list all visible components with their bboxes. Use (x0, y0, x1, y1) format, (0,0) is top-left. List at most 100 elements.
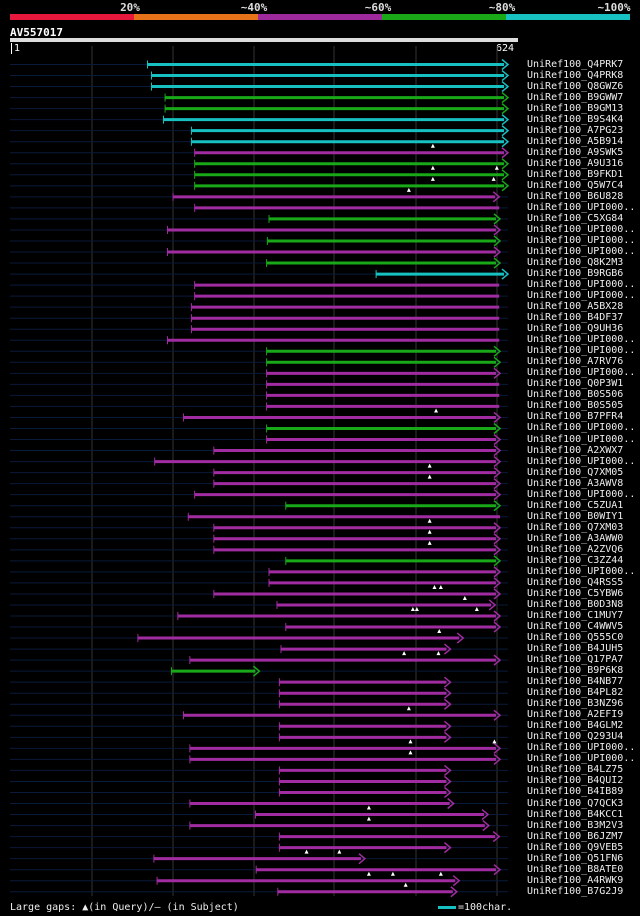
hit-label[interactable]: UniRef100_UPI000.. (527, 246, 636, 257)
hit-label[interactable]: UniRef100_A5B914 (527, 135, 624, 147)
hit-label[interactable]: UniRef100_Q9UH36 (527, 323, 624, 335)
hit-label[interactable]: UniRef100_B4KCC1 (527, 808, 624, 820)
hit-label[interactable]: UniRef100_B4IB89 (527, 786, 624, 798)
hit-label[interactable]: UniRef100_B4LZ75 (527, 764, 624, 776)
hit-arrow (493, 577, 502, 589)
hit-label[interactable]: UniRef100_UPI000.. (527, 565, 636, 577)
hit-label[interactable]: UniRef100_C4WWV5 (527, 621, 624, 633)
hit-label[interactable]: UniRef100_UPI000.. (527, 334, 636, 346)
hit-label[interactable]: UniRef100_Q17PA7 (527, 654, 624, 666)
hit-label[interactable]: UniRef100_UPI000.. (527, 223, 636, 235)
hit-label[interactable]: UniRef100_UPI000.. (527, 455, 636, 467)
hit-label[interactable]: UniRef100_B4DF37 (527, 312, 624, 324)
hit-label[interactable]: UniRef100_A7PG23 (527, 124, 624, 136)
hit-label[interactable]: UniRef100_UPI000.. (527, 367, 636, 379)
hit-label[interactable]: UniRef100_B9RGB6 (527, 268, 624, 280)
hit-arrow (452, 875, 461, 887)
hit-label[interactable]: UniRef100_Q4PRK7 (527, 58, 624, 70)
query-gap-marker (492, 739, 497, 744)
query-gap-marker (438, 871, 443, 876)
hit-label[interactable]: UniRef100_B4QUI2 (527, 775, 624, 787)
hit-label[interactable]: UniRef100_UPI000.. (527, 279, 636, 291)
hit-label[interactable]: UniRef100_UPI000.. (527, 345, 636, 357)
hit-label[interactable]: UniRef100_UPI000.. (527, 422, 636, 434)
hit-label[interactable]: UniRef100_B0D3N8 (527, 598, 624, 610)
hit-label[interactable]: UniRef100_UPI000.. (527, 234, 636, 246)
hit-label[interactable]: UniRef100_A4RWK9 (527, 874, 624, 886)
hit-label[interactable]: UniRef100_B9GWW7 (527, 91, 624, 103)
hit-label[interactable]: UniRef100_B7G2J9 (527, 885, 624, 897)
hit-label[interactable]: UniRef100_C3ZZ44 (527, 554, 624, 566)
hit-arrow (501, 125, 510, 137)
hit-label[interactable]: UniRef100_B4GLM2 (527, 720, 624, 732)
hit-label[interactable]: UniRef100_A3AWW0 (527, 532, 624, 544)
hit-arrow (501, 136, 510, 148)
hit-arrow (443, 775, 452, 788)
hit-label[interactable]: UniRef100_B0WIY1 (527, 510, 624, 522)
hit-label[interactable]: UniRef100_Q5W7C4 (527, 179, 624, 191)
hit-label[interactable]: UniRef100_A7RV76 (527, 356, 624, 368)
query-gap-marker (436, 651, 441, 656)
hit-arrow (493, 345, 502, 357)
hit-label[interactable]: UniRef100_C5ZUA1 (527, 499, 624, 511)
hit-label[interactable]: UniRef100_B3M2V3 (527, 819, 624, 831)
hit-label[interactable]: UniRef100_A2XWX7 (527, 444, 624, 456)
hit-label[interactable]: UniRef100_B4NB77 (527, 676, 624, 688)
hit-label[interactable]: UniRef100_UPI000.. (527, 753, 636, 765)
hit-arrow (493, 588, 502, 600)
hit-label[interactable]: UniRef100_B0S505 (527, 400, 624, 412)
hit-label[interactable]: UniRef100_Q7XM03 (527, 521, 624, 533)
hit-label[interactable]: UniRef100_Q293U4 (527, 731, 624, 743)
hit-label[interactable]: UniRef100_B3NZ96 (527, 698, 624, 710)
query-gap-marker (406, 706, 411, 711)
hit-arrow (443, 720, 452, 732)
hit-label[interactable]: UniRef100_B9FKD1 (527, 168, 624, 180)
hit-label[interactable]: UniRef100_Q8K2M3 (527, 257, 624, 269)
identity-scale-label: ~60% (364, 1, 392, 14)
query-gap-marker (408, 750, 413, 755)
hit-label[interactable]: UniRef100_C1MUY7 (527, 610, 624, 621)
hit-label[interactable]: UniRef100_Q7XM05 (527, 466, 624, 478)
hit-label[interactable]: UniRef100_B6U828 (527, 190, 624, 202)
hit-label[interactable]: UniRef100_UPI000.. (527, 433, 636, 445)
hit-label[interactable]: UniRef100_UPI000.. (527, 488, 636, 500)
hit-label[interactable]: UniRef100_B9S4K4 (527, 113, 624, 125)
identity-scale-label: ~100% (597, 1, 631, 14)
hit-label[interactable]: UniRef100_Q0P3W1 (527, 378, 624, 390)
hit-label[interactable]: UniRef100_B8ATE0 (527, 863, 624, 875)
hit-label[interactable]: UniRef100_A9U316 (527, 157, 624, 169)
hit-label[interactable]: UniRef100_A9SWK5 (527, 146, 624, 158)
hit-label[interactable]: UniRef100_A5BX28 (527, 301, 624, 313)
hit-arrow (493, 522, 502, 534)
hit-label[interactable]: UniRef100_B9GM13 (527, 102, 624, 114)
hit-label[interactable]: UniRef100_B9P6K8 (527, 665, 624, 677)
hit-label[interactable]: UniRef100_Q9VEB5 (527, 841, 624, 853)
hit-label[interactable]: UniRef100_Q7QCK3 (527, 797, 624, 809)
identity-segment (382, 14, 506, 20)
query-gap-marker (434, 408, 439, 413)
hit-arrow (447, 797, 455, 810)
hit-label[interactable]: UniRef100_C5YBW6 (527, 587, 624, 599)
hit-label[interactable]: UniRef100_UPI000.. (527, 201, 636, 213)
hit-label[interactable]: UniRef100_C5XG84 (527, 212, 624, 224)
hit-label[interactable]: UniRef100_A3AWV8 (527, 477, 624, 489)
hit-label[interactable]: UniRef100_Q555C0 (527, 632, 624, 644)
hit-label[interactable]: UniRef100_A2EFI9 (527, 709, 624, 721)
hit-arrow (482, 819, 490, 832)
hit-label[interactable]: UniRef100_Q8GWZ6 (527, 80, 624, 92)
hit-label[interactable]: UniRef100_B6JZM7 (527, 830, 624, 842)
hit-label[interactable]: UniRef100_B0S506 (527, 389, 624, 401)
hit-label[interactable]: UniRef100_A2ZVQ6 (527, 543, 624, 555)
hit-label[interactable]: UniRef100_UPI000.. (527, 290, 636, 302)
hit-label[interactable]: UniRef100_Q51FN6 (527, 852, 624, 864)
gaps-legend: Large gaps: ▲(in Query)/– (in Subject) (10, 902, 239, 913)
hit-label[interactable]: UniRef100_Q4RSS5 (527, 576, 624, 588)
hit-arrow (493, 444, 502, 457)
hit-label[interactable]: UniRef100_B4PL82 (527, 687, 624, 699)
hit-label[interactable]: UniRef100_B7PFR4 (527, 411, 624, 423)
hit-arrow (450, 886, 459, 898)
hit-label[interactable]: UniRef100_UPI000.. (527, 742, 636, 754)
hit-arrow (358, 853, 367, 865)
hit-label[interactable]: UniRef100_B4JUH5 (527, 643, 624, 655)
hit-label[interactable]: UniRef100_Q4PRK8 (527, 69, 624, 81)
